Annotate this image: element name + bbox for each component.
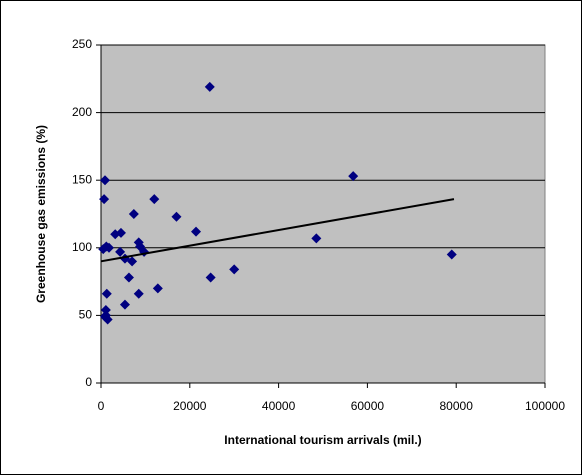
point bbox=[119, 299, 130, 310]
point bbox=[446, 249, 457, 260]
x-tick-label: 80000 bbox=[440, 399, 474, 413]
point bbox=[115, 246, 126, 257]
x-axis-title: International tourism arrivals (mil.) bbox=[224, 433, 421, 447]
x-tick-label: 100000 bbox=[525, 399, 565, 413]
x-tick-label: 40000 bbox=[262, 399, 296, 413]
y-axis-title: Greenhouse gas emissions (%) bbox=[34, 125, 48, 303]
y-tick-label: 100 bbox=[72, 240, 92, 254]
y-tick-label: 150 bbox=[72, 172, 92, 186]
point bbox=[171, 211, 182, 222]
point bbox=[127, 256, 138, 267]
y-tick-label: 250 bbox=[72, 37, 92, 51]
point bbox=[99, 194, 110, 205]
point bbox=[101, 288, 112, 299]
point bbox=[100, 304, 111, 315]
point bbox=[99, 175, 110, 186]
point bbox=[133, 288, 144, 299]
point bbox=[204, 81, 215, 92]
y-tick-label: 0 bbox=[85, 375, 92, 389]
point bbox=[103, 242, 114, 253]
x-tick-label: 20000 bbox=[173, 399, 207, 413]
point bbox=[128, 209, 139, 219]
point bbox=[99, 311, 110, 322]
point bbox=[135, 241, 146, 252]
point bbox=[311, 233, 322, 244]
y-tick-label: 50 bbox=[79, 308, 93, 322]
x-tick-label: 60000 bbox=[351, 399, 385, 413]
point bbox=[229, 264, 240, 275]
plot-area bbox=[100, 44, 546, 384]
trendline bbox=[100, 198, 455, 263]
point bbox=[115, 227, 126, 238]
x-tick-label: 0 bbox=[98, 399, 105, 413]
point bbox=[205, 272, 216, 283]
point bbox=[152, 283, 163, 294]
point bbox=[123, 272, 134, 283]
point bbox=[149, 194, 160, 205]
point bbox=[348, 171, 359, 182]
y-tick-label: 200 bbox=[72, 105, 92, 119]
point bbox=[191, 226, 202, 237]
